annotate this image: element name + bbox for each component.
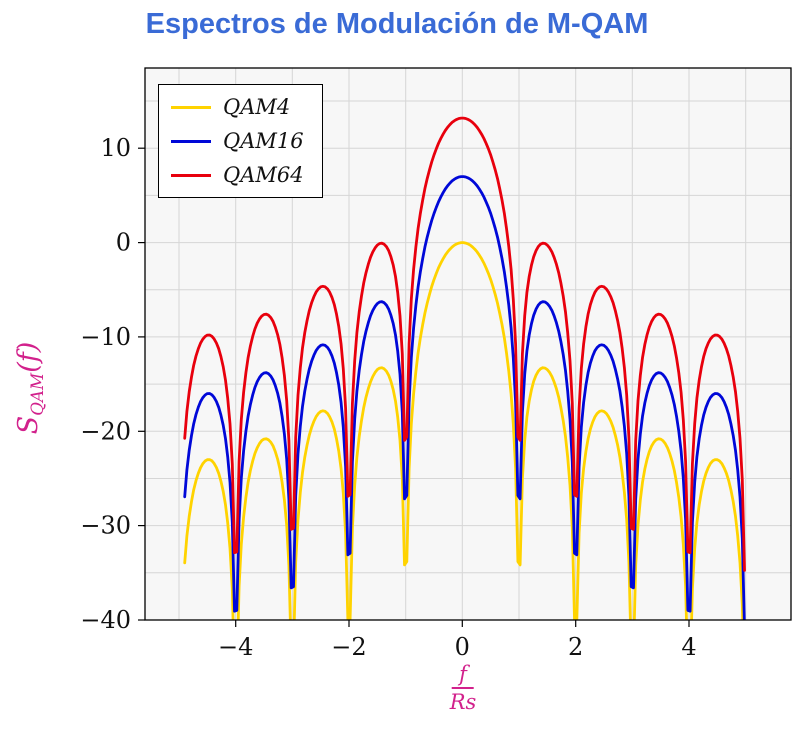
- x-tick-label: −4: [218, 633, 253, 661]
- legend-line-qam4: [171, 105, 211, 109]
- legend-label: QAM64: [223, 163, 304, 187]
- ylabel-base: S: [12, 415, 44, 435]
- y-tick-label: −10: [80, 323, 131, 351]
- series-qam16-line: [183, 175, 746, 620]
- x-tick-label: 0: [455, 633, 470, 661]
- legend: QAM4 QAM16 QAM64: [158, 84, 323, 198]
- chart-title: Espectros de Modulación de M-QAM: [145, 8, 649, 40]
- legend-item: QAM4: [171, 95, 304, 119]
- x-axis-label: f Rs: [450, 662, 477, 714]
- x-tick-label: 2: [568, 633, 583, 661]
- legend-line-qam64: [171, 173, 211, 177]
- ylabel-subscript: QAM: [27, 372, 48, 416]
- x-tick-label: 4: [681, 633, 696, 661]
- xlabel-denominator: Rs: [449, 690, 477, 715]
- legend-item: QAM64: [171, 163, 304, 187]
- series-qam4-line: [183, 241, 745, 620]
- axis-ticks: [138, 147, 690, 627]
- legend-label: QAM4: [223, 95, 291, 119]
- y-tick-label: −30: [80, 512, 131, 540]
- xlabel-numerator: f: [452, 662, 474, 690]
- y-axis-label: SQAM(f): [13, 342, 47, 435]
- legend-line-qam16: [171, 139, 211, 143]
- ylabel-suffix: (f): [12, 341, 44, 373]
- y-tick-label: 0: [116, 229, 131, 257]
- legend-label: QAM16: [223, 129, 304, 153]
- x-tick-label: −2: [331, 633, 366, 661]
- y-tick-label: 10: [100, 134, 131, 162]
- series-qam64-line: [183, 116, 746, 572]
- series-curves: [183, 116, 746, 620]
- plot-frame: [144, 67, 792, 621]
- y-tick-label: −40: [80, 606, 131, 634]
- legend-item: QAM16: [171, 129, 304, 153]
- y-tick-label: −20: [80, 417, 131, 445]
